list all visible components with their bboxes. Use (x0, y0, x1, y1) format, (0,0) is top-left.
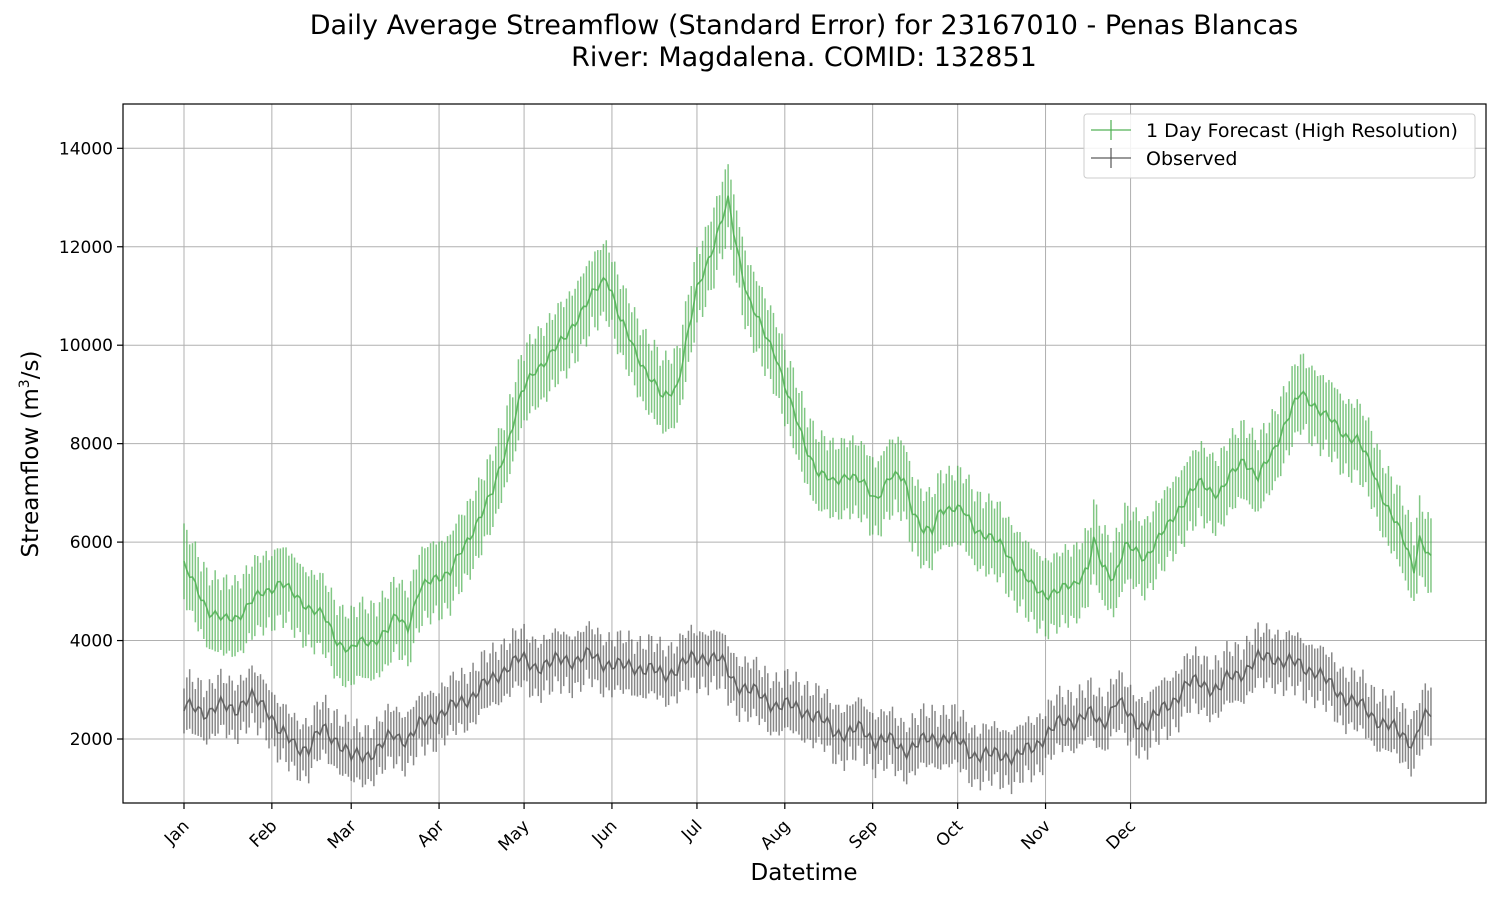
x-tick-label: Jul (677, 816, 706, 845)
x-tick-label: Dec (1103, 816, 1140, 853)
chart-title-line-1: Daily Average Streamflow (Standard Error… (309, 10, 1299, 41)
chart-title: Daily Average Streamflow (Standard Error… (0, 10, 1500, 74)
observed-mean-line (183, 646, 1432, 767)
y-axis-label: Streamflow (m3/s) (17, 351, 44, 558)
y-axis-label-end: /s) (18, 351, 44, 380)
x-tick-label: Sep (845, 816, 882, 853)
series-forecast (183, 164, 1432, 688)
legend-observed-label: Observed (1146, 148, 1237, 170)
forecast-mean-line (183, 195, 1432, 654)
x-tick-label: Apr (414, 816, 449, 851)
legend: 1 Day Forecast (High Resolution) Observe… (1083, 113, 1476, 179)
x-axis-label: Datetime (751, 860, 858, 886)
x-tick-label: Jan (160, 816, 193, 849)
y-tick-label: 6000 (70, 533, 113, 553)
x-tick-label: Oct (932, 816, 967, 851)
y-axis-label-sup: 3 (17, 379, 33, 388)
series-layer (183, 164, 1432, 795)
y-tick-label: 12000 (59, 238, 113, 258)
x-tick-label: Aug (757, 816, 795, 854)
x-tick-label: May (495, 816, 534, 855)
x-tick-label: Nov (1017, 816, 1055, 854)
x-tick-label: Mar (324, 816, 361, 853)
y-tick-label: 4000 (70, 632, 113, 652)
legend-forecast-label: 1 Day Forecast (High Resolution) (1146, 120, 1458, 142)
x-tick-label: Feb (246, 816, 281, 851)
series-observed (183, 621, 1432, 795)
legend-box (1083, 113, 1476, 179)
y-tick-label: 14000 (59, 139, 113, 159)
x-tick-label: Jun (588, 816, 622, 850)
plot-frame (122, 103, 1487, 804)
chart-title-line-2: River: Magdalena. COMID: 132851 (571, 42, 1037, 73)
y-tick-label: 2000 (70, 730, 113, 750)
y-tick-label: 8000 (70, 435, 113, 455)
y-axis-label-main: Streamflow (m (18, 388, 44, 557)
y-tick-label: 10000 (59, 336, 113, 356)
